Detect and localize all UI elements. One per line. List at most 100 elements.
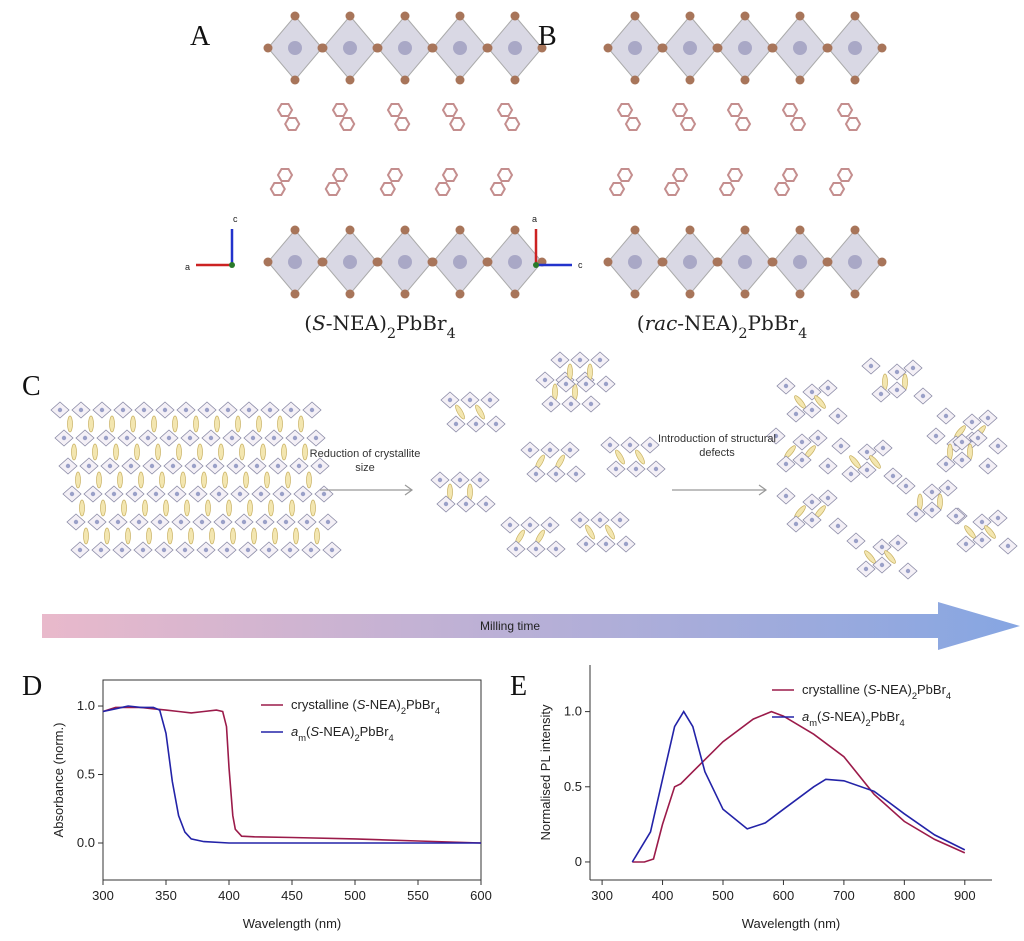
- atom: [627, 442, 633, 448]
- molecule-ring: [616, 102, 634, 118]
- atom: [57, 407, 63, 413]
- bromine-atom: [428, 43, 438, 53]
- organic-cation: [585, 524, 595, 540]
- atom: [246, 407, 252, 413]
- atom: [65, 463, 71, 469]
- lead-atom: [793, 255, 807, 269]
- molecule-ring: [671, 167, 689, 183]
- bromine-atom: [740, 225, 750, 235]
- atom: [287, 547, 293, 553]
- organic-cation: [293, 527, 299, 545]
- axis-label: c: [578, 260, 583, 270]
- atom: [77, 547, 83, 553]
- atom: [483, 501, 489, 507]
- bromine-atom: [685, 75, 695, 85]
- atom: [825, 385, 831, 391]
- organic-cation: [230, 527, 236, 545]
- bromine-atom: [877, 43, 887, 53]
- organic-cation: [256, 415, 262, 433]
- bromine-atom: [768, 43, 778, 53]
- bromine-atom: [345, 225, 355, 235]
- x-axis-title: Wavelength (nm): [742, 916, 841, 931]
- bromine-atom: [795, 225, 805, 235]
- bromine-atom: [373, 257, 383, 267]
- bromine-atom: [428, 257, 438, 267]
- atom: [848, 471, 854, 477]
- atom: [136, 519, 142, 525]
- organic-cation: [197, 443, 203, 461]
- atom: [880, 445, 886, 451]
- bromine-atom: [510, 289, 520, 299]
- organic-cation: [176, 443, 182, 461]
- atom: [809, 499, 815, 505]
- atom: [542, 377, 548, 383]
- atom: [124, 435, 130, 441]
- lead-atom: [848, 41, 862, 55]
- atom: [597, 517, 603, 523]
- lead-atom: [848, 255, 862, 269]
- organic-cation: [167, 527, 173, 545]
- bromine-atom: [795, 11, 805, 21]
- organic-cation: [884, 550, 896, 564]
- lead-atom: [398, 41, 412, 55]
- atom: [267, 407, 273, 413]
- atom: [250, 435, 256, 441]
- organic-cation: [310, 499, 316, 517]
- bromine-atom: [290, 75, 300, 85]
- legend-label: crystalline (S-NEA)2PbBr4: [291, 697, 440, 716]
- atom: [145, 435, 151, 441]
- atom: [69, 491, 75, 497]
- caption: (S-NEA)2PbBr4: [304, 311, 455, 342]
- atom: [271, 435, 277, 441]
- milling-arrow: [42, 602, 1020, 650]
- atom: [895, 540, 901, 546]
- atom: [463, 501, 469, 507]
- panel-label: A: [190, 21, 211, 52]
- atom: [225, 407, 231, 413]
- bromine-atom: [658, 257, 668, 267]
- atom: [953, 513, 959, 519]
- molecule-ring: [616, 167, 634, 183]
- illustrations: [42, 11, 1020, 650]
- lead-atom: [343, 41, 357, 55]
- y-tick-label: 0: [575, 854, 582, 869]
- atom: [963, 541, 969, 547]
- atom: [321, 491, 327, 497]
- series-line: [632, 710, 966, 863]
- organic-cation: [121, 499, 127, 517]
- x-tick-label: 550: [407, 888, 429, 903]
- atom: [195, 491, 201, 497]
- organic-cation: [235, 415, 241, 433]
- panel-label: B: [538, 21, 557, 52]
- atom: [78, 407, 84, 413]
- organic-cation: [260, 443, 266, 461]
- organic-cation: [117, 471, 123, 489]
- legend-label: am(S-NEA)2PbBr4: [291, 724, 394, 743]
- process-arrowhead: [404, 484, 414, 496]
- atom: [809, 389, 815, 395]
- atom: [533, 471, 539, 477]
- bromine-atom: [510, 75, 520, 85]
- organic-cation: [88, 415, 94, 433]
- organic-cation: [239, 443, 245, 461]
- atom: [894, 369, 900, 375]
- bromine-atom: [345, 289, 355, 299]
- molecule-ring: [663, 181, 681, 197]
- x-axis-title: Wavelength (nm): [243, 916, 342, 931]
- lead-atom: [343, 255, 357, 269]
- molecule-ring: [836, 167, 854, 183]
- bromine-atom: [850, 75, 860, 85]
- x-tick-label: 300: [92, 888, 114, 903]
- atom: [553, 546, 559, 552]
- atom: [959, 457, 965, 463]
- bromine-atom: [483, 43, 493, 53]
- atom: [913, 511, 919, 517]
- atom: [493, 421, 499, 427]
- atom: [783, 493, 789, 499]
- atom: [204, 407, 210, 413]
- x-tick-label: 500: [712, 888, 734, 903]
- atom: [864, 449, 870, 455]
- bromine-atom: [510, 11, 520, 21]
- molecule-ring: [781, 102, 799, 118]
- x-tick-label: 450: [281, 888, 303, 903]
